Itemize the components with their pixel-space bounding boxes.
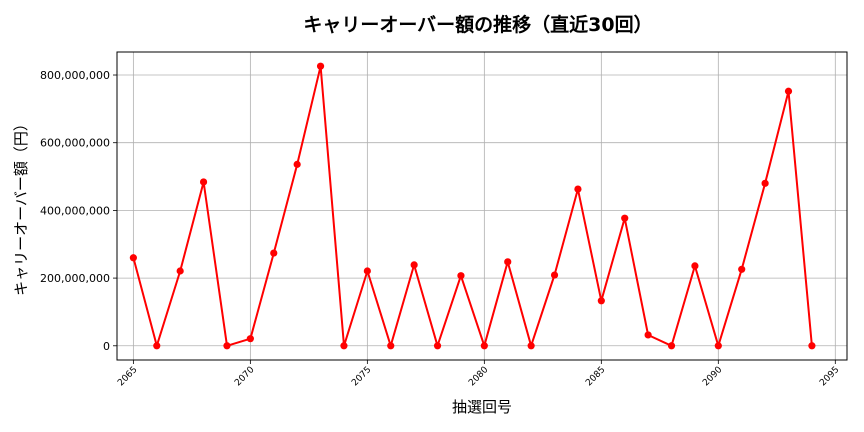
y-tick-label: 800,000,000 <box>40 69 110 82</box>
data-point <box>667 342 676 350</box>
data-point <box>410 261 418 269</box>
plot-frame <box>116 51 848 361</box>
data-point <box>621 214 629 222</box>
data-point <box>316 62 325 70</box>
data-point <box>691 262 699 270</box>
data-point <box>363 267 371 275</box>
data-point <box>433 342 442 350</box>
chart-title: キャリーオーバー額の推移（直近30回） <box>303 13 652 36</box>
y-tick-label: 0 <box>103 340 110 353</box>
data-point <box>504 258 512 266</box>
data-point <box>293 160 301 168</box>
data-point <box>199 178 208 186</box>
y-tick-label: 400,000,000 <box>40 204 110 217</box>
x-tick-label: 2080 <box>467 365 490 388</box>
x-tick-label: 2090 <box>701 365 724 388</box>
y-tick-label: 200,000,000 <box>40 272 110 285</box>
x-tick-label: 2095 <box>818 365 841 388</box>
data-series <box>129 62 816 350</box>
data-point <box>153 342 161 350</box>
data-point <box>270 249 278 257</box>
x-axis-label: 抽選回号 <box>452 398 512 416</box>
data-point <box>176 267 184 275</box>
data-point <box>480 342 488 350</box>
data-point <box>457 272 465 280</box>
data-point <box>644 331 652 339</box>
y-axis-label: キャリーオーバー額（円） <box>12 116 30 296</box>
data-point <box>761 179 769 187</box>
data-point <box>340 342 348 350</box>
x-tick-label: 2075 <box>350 365 373 388</box>
data-point <box>550 271 559 279</box>
data-point <box>597 297 605 305</box>
y-tick-label: 600,000,000 <box>40 137 110 150</box>
data-point <box>246 335 254 343</box>
data-point <box>129 254 137 262</box>
data-point <box>574 185 582 193</box>
y-axis-ticks: 0 200,000,000 400,000,000 600,000,000 800,00… <box>40 69 117 353</box>
x-axis-ticks: 2065 2070 2075 2080 2085 2090 2095 <box>116 360 841 388</box>
grid-lines <box>117 52 847 360</box>
series-line <box>132 65 813 347</box>
x-tick-label: 2085 <box>584 365 607 388</box>
data-point <box>784 87 793 95</box>
data-point <box>527 342 535 350</box>
x-tick-label: 2065 <box>116 365 139 388</box>
x-tick-label: 2070 <box>233 365 256 388</box>
data-point <box>223 342 231 350</box>
data-point <box>738 265 746 273</box>
data-point <box>714 342 722 350</box>
data-point <box>808 342 816 350</box>
data-point <box>387 342 395 350</box>
